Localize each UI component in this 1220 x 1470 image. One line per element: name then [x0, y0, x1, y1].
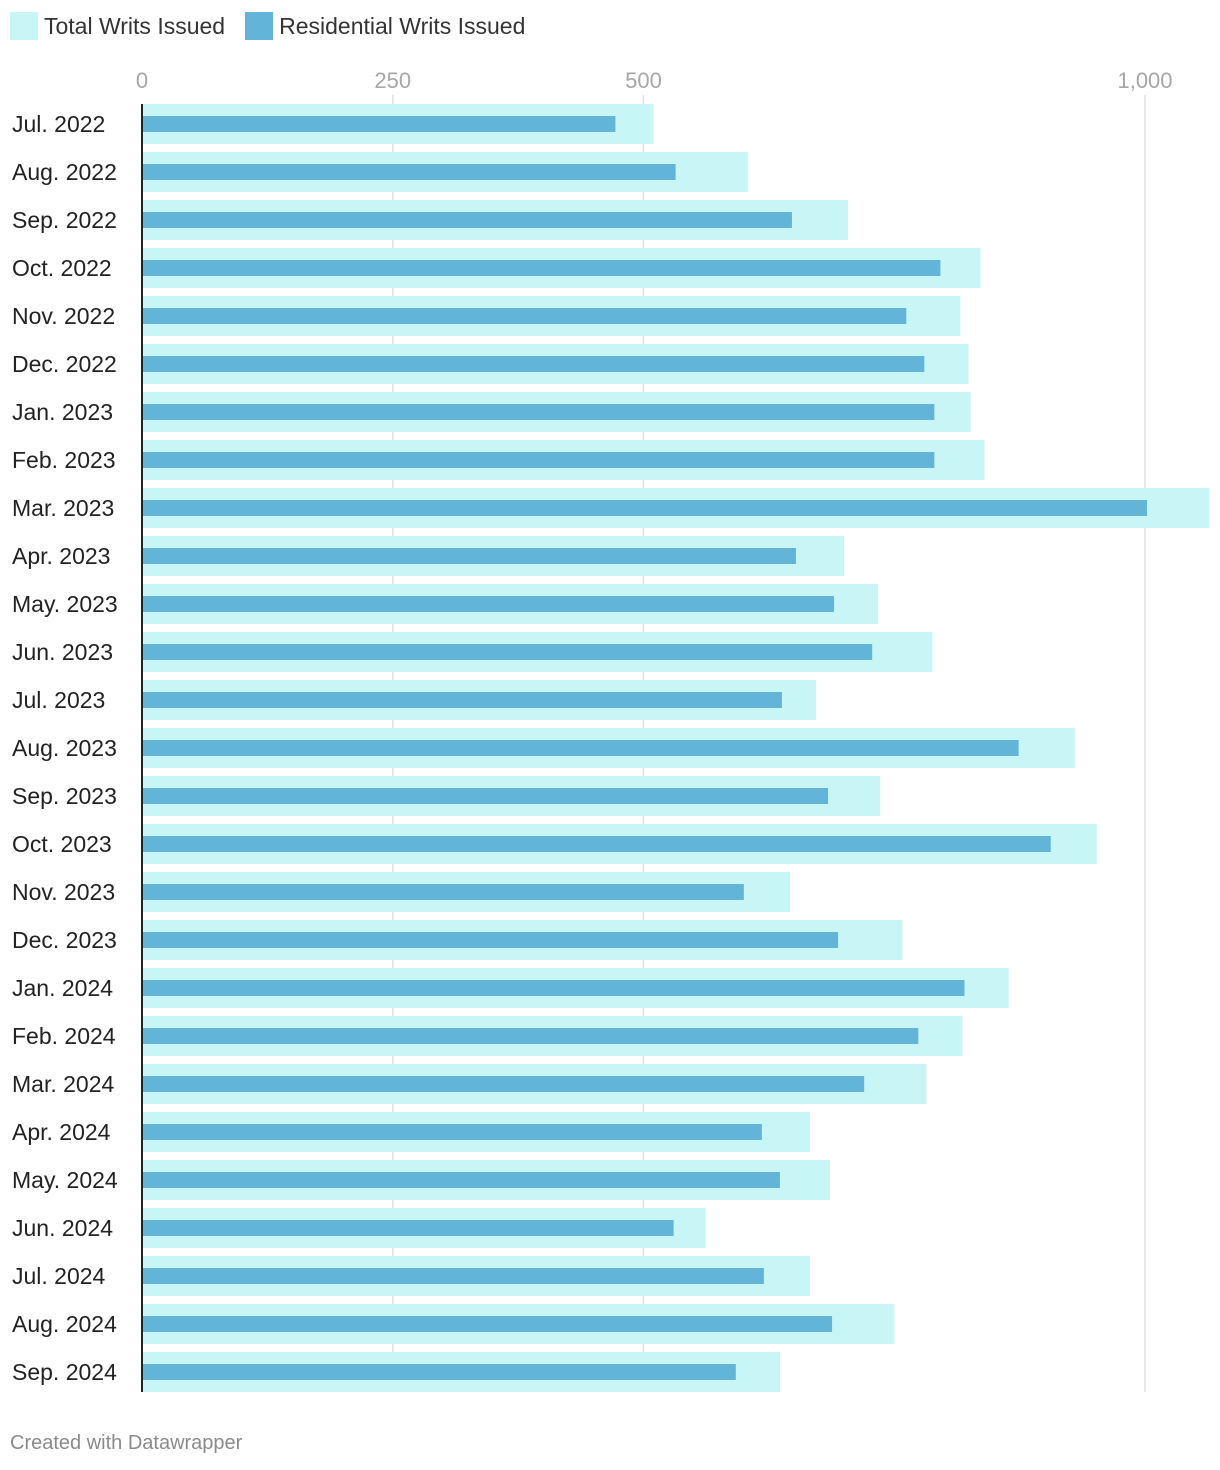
x-tick-label: 500 [625, 68, 662, 93]
bar-residential [142, 404, 935, 420]
y-category-label: Aug. 2023 [12, 735, 117, 761]
y-category-label: Jan. 2024 [12, 975, 113, 1001]
y-category-label: Sep. 2023 [12, 783, 117, 809]
y-category-label: Nov. 2023 [12, 879, 115, 905]
legend-label-total: Total Writs Issued [44, 12, 226, 39]
bar-residential [142, 740, 1019, 756]
y-category-label: Jun. 2024 [12, 1215, 113, 1241]
legend-swatch-residential [245, 12, 274, 40]
bar-residential [142, 116, 616, 132]
bar-residential [142, 308, 907, 324]
bar-residential [142, 836, 1051, 852]
legend-item-total: Total Writs Issued [10, 12, 225, 40]
bar-residential [142, 356, 925, 372]
y-category-label: Jul. 2024 [12, 1263, 106, 1289]
bar-residential [142, 932, 839, 948]
y-category-label: Nov. 2022 [12, 303, 115, 329]
y-category-label: Feb. 2023 [12, 447, 116, 473]
y-category-label: Mar. 2024 [12, 1071, 114, 1097]
bar-residential [142, 644, 873, 660]
y-category-label: Sep. 2022 [12, 207, 117, 233]
y-category-label: Dec. 2022 [12, 351, 117, 377]
bar-residential [142, 260, 941, 276]
bar-residential [142, 1172, 780, 1188]
bar-residential [142, 596, 835, 612]
bar-residential [142, 212, 792, 228]
bar-residential [142, 164, 676, 180]
bar-residential [142, 884, 744, 900]
x-tick-label: 1,000 [1117, 68, 1172, 93]
legend-item-residential: Residential Writs Issued [245, 12, 525, 40]
x-tick-label: 0 [136, 68, 148, 93]
bar-residential [142, 500, 1148, 516]
bar-residential [142, 1316, 833, 1332]
bar-residential [142, 1124, 762, 1140]
y-category-label: Sep. 2024 [12, 1359, 117, 1385]
bar-chart: 0 250 500 1,000 Jul. 2022 Aug. 2022 Sep. 2022 O… [12, 68, 1210, 1392]
y-category-label: Dec. 2023 [12, 927, 117, 953]
bar-residential [142, 1364, 736, 1380]
credit-text: Created with Datawrapper [10, 1432, 243, 1454]
legend: Total Writs Issued Residential Writs Iss… [10, 12, 545, 40]
bar-residential [142, 980, 965, 996]
y-category-label: Aug. 2022 [12, 159, 117, 185]
y-category-label: Feb. 2024 [12, 1023, 116, 1049]
y-category-label: Oct. 2022 [12, 255, 112, 281]
bar-residential [142, 452, 935, 468]
y-category-label: Jan. 2023 [12, 399, 113, 425]
y-category-label: Aug. 2024 [12, 1311, 117, 1337]
y-category-label: Apr. 2024 [12, 1119, 111, 1145]
y-category-label: May. 2023 [12, 591, 118, 617]
bar-residential [142, 1076, 865, 1092]
x-tick-label: 250 [374, 68, 411, 93]
y-category-label: Mar. 2023 [12, 495, 114, 521]
y-category-label: May. 2024 [12, 1167, 118, 1193]
y-category-label: Oct. 2023 [12, 831, 112, 857]
bar-residential [142, 548, 796, 564]
bar-residential [142, 1268, 764, 1284]
y-category-label: Jul. 2022 [12, 111, 105, 137]
bar-residential [142, 692, 782, 708]
legend-label-residential: Residential Writs Issued [279, 12, 526, 39]
y-category-label: Apr. 2023 [12, 543, 110, 569]
bar-residential [142, 1028, 919, 1044]
legend-swatch-total [10, 12, 38, 40]
y-category-label: Jun. 2023 [12, 639, 113, 665]
bar-residential [142, 1220, 674, 1236]
bar-residential [142, 788, 829, 804]
y-category-label: Jul. 2023 [12, 687, 105, 713]
